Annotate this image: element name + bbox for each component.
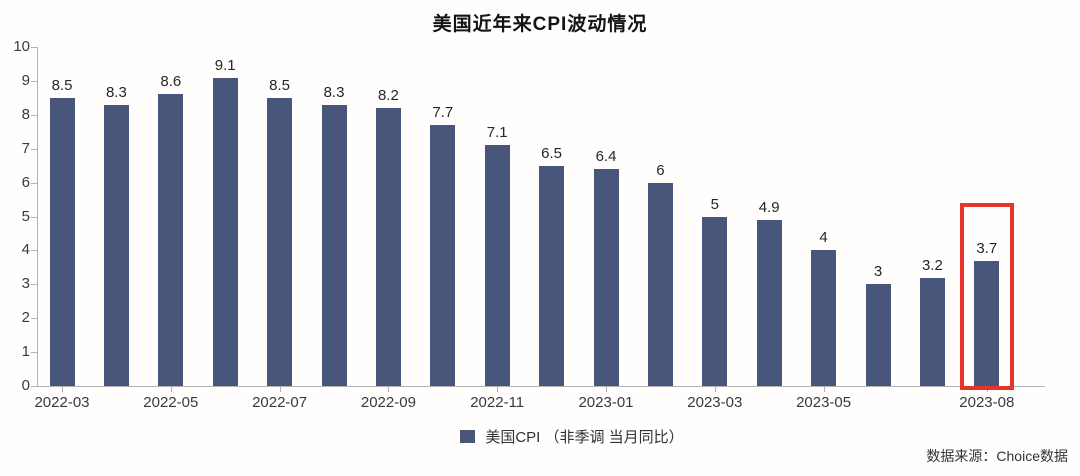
x-axis-tick-label: 2023-08 xyxy=(959,394,1015,411)
bar xyxy=(702,216,728,386)
y-axis-tick-label: 9 xyxy=(21,71,30,89)
y-axis-tick xyxy=(31,386,37,387)
y-axis-tick-label: 5 xyxy=(21,207,30,225)
bar-value-label: 5 xyxy=(710,195,719,213)
y-axis-tick xyxy=(31,80,37,82)
x-axis-tick xyxy=(497,387,499,392)
bar xyxy=(974,260,1000,386)
bar-value-label: 3 xyxy=(873,263,883,281)
bar-value-label: 8.5 xyxy=(51,76,73,94)
bar xyxy=(267,97,293,386)
x-axis-tick xyxy=(714,387,716,392)
bar xyxy=(103,104,129,386)
bar xyxy=(158,94,184,386)
x-axis-tick-label: 2022-07 xyxy=(252,394,308,411)
legend: 美国CPI （非季调 当月同比） xyxy=(64,426,1080,447)
y-axis-tick-label: 4 xyxy=(21,241,30,259)
bar xyxy=(593,169,619,386)
y-axis-tick-label: 0 xyxy=(21,377,30,394)
y-axis-tick-label: 3 xyxy=(21,275,30,293)
y-axis-tick-label: 1 xyxy=(21,343,30,361)
x-axis-tick-label: 2022-05 xyxy=(143,394,199,411)
x-axis-tick-label: 2023-01 xyxy=(578,394,634,411)
bar-value-label: 8.3 xyxy=(323,83,345,101)
x-axis-tick-label: 2023-05 xyxy=(796,394,852,411)
x-axis-tick-label: 2022-11 xyxy=(470,394,525,411)
y-axis-tick xyxy=(31,47,37,48)
bar-value-label: 8.6 xyxy=(160,73,182,91)
bar-value-label: 7.7 xyxy=(432,103,454,121)
bar-value-label: 9.1 xyxy=(214,56,236,74)
y-axis-tick xyxy=(31,182,37,184)
x-axis-tick xyxy=(279,387,281,392)
bar-value-label: 7.1 xyxy=(486,124,508,142)
bar xyxy=(811,250,837,386)
y-axis-tick xyxy=(31,284,37,286)
data-source-label: 数据来源：Choice数据 xyxy=(926,448,1068,464)
x-axis-tick xyxy=(170,387,172,392)
bar xyxy=(321,104,347,386)
y-axis-tick-label: 7 xyxy=(21,139,30,157)
x-axis-line xyxy=(37,386,1045,387)
bar xyxy=(484,145,510,386)
bar-value-label: 6 xyxy=(656,161,665,179)
bar xyxy=(212,77,238,386)
x-axis-tick-label: 2022-03 xyxy=(34,394,90,411)
bar-value-label: 8.2 xyxy=(377,87,399,105)
y-axis-tick xyxy=(31,148,37,150)
legend-label: 美国CPI （非季调 当月同比） xyxy=(485,429,684,446)
bar-value-label: 8.5 xyxy=(269,76,291,94)
bar-value-label: 6.5 xyxy=(541,144,563,162)
bar xyxy=(539,165,565,386)
bar xyxy=(756,219,782,386)
x-axis-tick xyxy=(62,387,63,392)
x-axis-tick-label: 2023-03 xyxy=(687,394,743,411)
y-axis-tick xyxy=(31,216,37,218)
y-axis-tick-label: 6 xyxy=(21,173,30,191)
bar-value-label: 6.4 xyxy=(595,148,617,166)
y-axis-tick xyxy=(31,352,37,354)
bar-value-label: 3.7 xyxy=(976,239,998,257)
y-axis-tick-label: 2 xyxy=(21,309,30,327)
bar xyxy=(919,277,945,386)
y-axis-tick xyxy=(31,250,37,252)
x-axis-tick-label: 2022-09 xyxy=(360,394,416,411)
bar-value-label: 3.2 xyxy=(921,256,943,274)
bar-value-label: 8.3 xyxy=(105,83,127,101)
x-axis-tick xyxy=(388,387,390,392)
bar xyxy=(375,108,401,386)
y-axis-tick xyxy=(31,114,37,116)
bar-value-label: 4 xyxy=(819,229,828,247)
bar xyxy=(430,124,456,386)
bar xyxy=(865,284,891,386)
bar-value-label: 4.9 xyxy=(758,198,780,216)
chart-title: 美国近年来CPI波动情况 xyxy=(432,14,648,35)
y-axis-tick-label: 8 xyxy=(21,105,30,123)
bar xyxy=(49,97,75,386)
x-axis-tick xyxy=(823,387,825,392)
bar xyxy=(647,182,673,386)
y-axis-tick xyxy=(31,318,37,320)
y-axis-tick-label: 10 xyxy=(13,38,30,55)
highlight-box xyxy=(959,202,1014,390)
legend-marker-square xyxy=(460,430,476,443)
y-axis-line xyxy=(37,47,38,386)
x-axis-tick xyxy=(606,387,607,392)
